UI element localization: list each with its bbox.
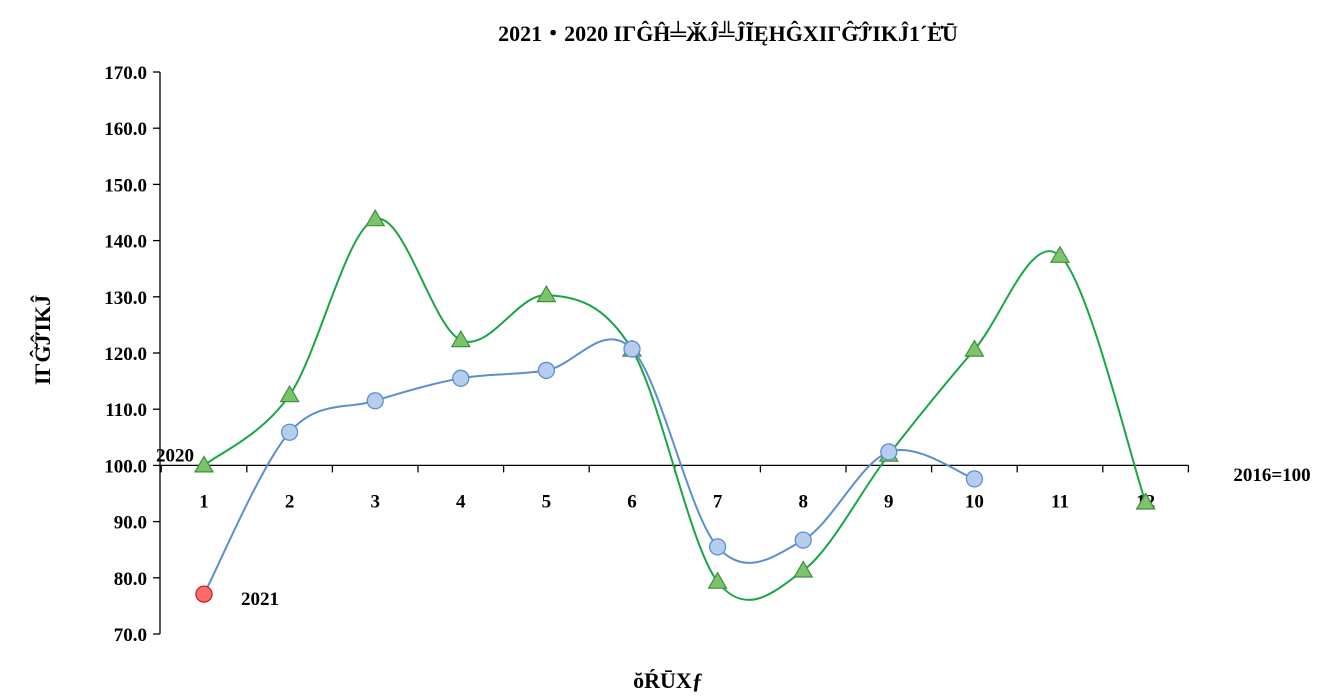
data-point-2021 [280, 423, 299, 441]
data-point-2021 [880, 443, 898, 461]
data-point-2020 [536, 284, 557, 303]
data-point-2020 [1049, 245, 1071, 263]
data-point-2020 [793, 560, 814, 578]
data-point-2020 [964, 339, 985, 357]
y-tick-label: 80.0 [114, 569, 147, 590]
y-tick-label: 130.0 [104, 288, 147, 309]
x-tick-label: 3 [370, 491, 380, 512]
series-2020: 2020 [156, 209, 1156, 601]
series-label-2020: 2020 [156, 445, 194, 466]
data-point-2021 [794, 531, 812, 549]
data-point-2021 [537, 361, 556, 380]
data-point-2020 [707, 571, 728, 589]
y-tick-label: 140.0 [104, 232, 147, 253]
data-point-2020 [365, 209, 386, 227]
data-point-2021 [452, 369, 470, 387]
x-tick-label: 1 [199, 491, 209, 512]
x-axis-label: ŏŔŪΧƒ [633, 668, 703, 693]
y-axis-label: ΙΓĜ̆ĴΊΚĴ [30, 295, 55, 385]
series-line-2020 [203, 218, 1147, 601]
baseline-note: 2016=100 [1233, 465, 1310, 486]
x-tick-label: 9 [884, 491, 894, 512]
axes: 70.0 80.0 90.0 100.0 110.0 120.0 130.0 140.0 150… [104, 63, 1190, 646]
series-label-2021: 2021 [241, 589, 279, 610]
chart-title: 2021・2020 ΙΓĜĤ╧ӁĴ╩ĴĨĘΗĜXΙΓĜ̆ĴΊΚĴ1ˊĖ̇Ū [498, 20, 958, 46]
data-point-2020 [1135, 492, 1156, 510]
data-point-2020 [193, 455, 215, 473]
data-point-2021 [708, 538, 727, 556]
y-tick-label: 100.0 [104, 456, 147, 477]
series-layer: 2020 2021 [156, 209, 1156, 610]
y-tick-label: 160.0 [104, 119, 147, 140]
data-point-2020 [450, 329, 471, 348]
x-tick-label: 11 [1051, 491, 1069, 512]
y-tick-label: 120.0 [104, 344, 147, 365]
x-tick-label: 4 [456, 491, 466, 512]
series-2021: 2021 [195, 338, 984, 610]
y-tick-label: 70.0 [114, 625, 147, 646]
data-point-2021 [366, 392, 384, 410]
data-point-2021 [195, 585, 213, 603]
data-point-2021 [623, 340, 641, 358]
y-tick-label: 90.0 [114, 513, 147, 534]
x-tick-label: 10 [965, 491, 984, 512]
series-line-2021 [203, 338, 975, 595]
x-tick-label: 8 [798, 491, 808, 512]
x-tick-label: 7 [713, 491, 723, 512]
data-point-2020 [279, 384, 300, 403]
x-tick-label: 5 [542, 491, 552, 512]
y-tick-label: 170.0 [104, 63, 147, 84]
y-tick-label: 110.0 [105, 400, 147, 421]
y-tick-label: 150.0 [104, 175, 147, 196]
x-tick-label: 6 [627, 491, 637, 512]
data-point-2021 [965, 470, 984, 488]
x-tick-label: 2 [285, 491, 295, 512]
